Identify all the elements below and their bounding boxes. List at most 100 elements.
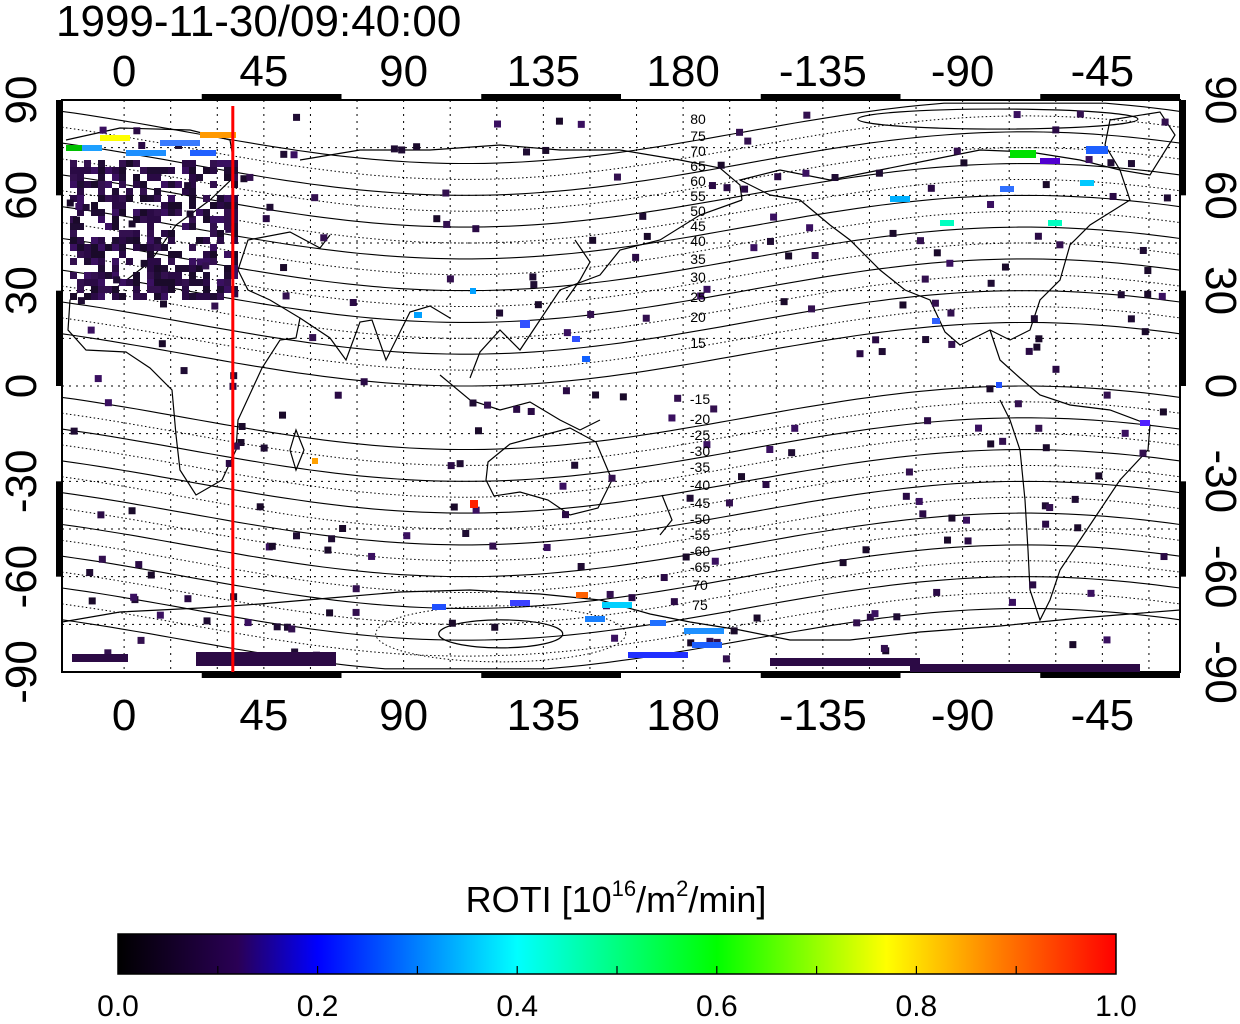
lon-tick-label: 180 bbox=[646, 691, 719, 740]
roti-cell bbox=[98, 258, 105, 265]
roti-cell-high bbox=[1140, 420, 1150, 426]
roti-cell bbox=[915, 497, 923, 505]
roti-cell bbox=[987, 440, 995, 448]
roti-cell bbox=[244, 619, 252, 627]
roti-cell-high bbox=[100, 135, 130, 141]
roti-cell bbox=[283, 623, 291, 631]
roti-cell bbox=[1042, 520, 1050, 528]
roti-cell bbox=[70, 230, 77, 237]
contour-label: -35 bbox=[690, 459, 710, 475]
roti-cell bbox=[91, 202, 98, 209]
roti-cell bbox=[82, 203, 90, 211]
roti-cell bbox=[196, 652, 336, 666]
contour-line bbox=[62, 544, 1180, 609]
roti-cell bbox=[91, 258, 98, 265]
roti-cell bbox=[119, 195, 126, 202]
roti-cell bbox=[697, 292, 705, 300]
colorbar-ticks: 0.0 0.2 0.4 0.6 0.8 1.0 bbox=[97, 966, 1137, 1023]
roti-cell bbox=[231, 265, 238, 272]
roti-cell bbox=[77, 286, 84, 293]
roti-cell bbox=[77, 167, 84, 174]
roti-cell bbox=[154, 188, 161, 195]
roti-cell bbox=[119, 293, 126, 300]
roti-cell bbox=[398, 146, 406, 154]
roti-cell bbox=[523, 148, 531, 156]
roti-cell bbox=[84, 293, 91, 300]
roti-cell bbox=[210, 293, 217, 300]
lat-tick-label: 0 bbox=[0, 374, 46, 398]
roti-cell bbox=[780, 298, 788, 306]
roti-cell bbox=[962, 516, 970, 524]
contour-line bbox=[62, 512, 1180, 578]
roti-cell bbox=[513, 405, 521, 413]
contour-label: -60 bbox=[690, 543, 710, 559]
colorbar-tick-label: 0.0 bbox=[97, 990, 139, 1023]
lat-tick-label: -90 bbox=[1196, 640, 1240, 704]
roti-cell-high bbox=[510, 600, 530, 606]
roti-cell bbox=[927, 184, 935, 192]
roti-cell bbox=[1046, 504, 1054, 512]
roti-cell bbox=[872, 336, 880, 344]
roti-cell bbox=[189, 181, 196, 188]
roti-cell bbox=[140, 293, 147, 300]
roti-cell bbox=[147, 195, 154, 202]
roti-cell bbox=[98, 209, 105, 216]
lon-tick-label: 45 bbox=[239, 691, 288, 740]
roti-cell-high bbox=[1080, 180, 1094, 186]
roti-cell bbox=[77, 244, 84, 251]
roti-cell bbox=[293, 113, 301, 121]
lat-tick-label: -60 bbox=[0, 545, 46, 609]
roti-cell bbox=[413, 143, 421, 151]
roti-cell bbox=[126, 188, 133, 195]
roti-cell bbox=[112, 272, 119, 279]
roti-cell bbox=[105, 195, 112, 202]
roti-cell bbox=[1034, 232, 1042, 240]
roti-cell bbox=[203, 195, 210, 202]
contour-labels: 8075706560555045403530252015-15-20-25-30… bbox=[690, 111, 710, 613]
roti-cell bbox=[189, 223, 196, 230]
lon-tick-label: 45 bbox=[239, 47, 288, 96]
map-panel: 8075706560555045403530252015-15-20-25-30… bbox=[61, 99, 1181, 673]
roti-cell bbox=[224, 251, 231, 258]
roti-cell-high bbox=[628, 652, 688, 658]
roti-cell bbox=[84, 251, 91, 258]
roti-cell bbox=[77, 279, 84, 286]
roti-cell bbox=[133, 127, 141, 135]
roti-cell bbox=[161, 293, 168, 300]
contour-label: 45 bbox=[690, 218, 706, 234]
contour-line bbox=[62, 465, 1180, 530]
roti-cell bbox=[491, 623, 499, 631]
contour-label: 35 bbox=[690, 251, 706, 267]
roti-cell bbox=[210, 216, 217, 223]
roti-cell bbox=[70, 258, 77, 265]
roti-cell bbox=[1042, 444, 1050, 452]
roti-cell bbox=[875, 169, 883, 177]
roti-cell bbox=[706, 637, 714, 645]
roti-cell bbox=[99, 126, 107, 134]
roti-cell bbox=[147, 272, 154, 279]
roti-cell bbox=[138, 142, 146, 150]
roti-cell bbox=[774, 173, 782, 181]
roti-cell bbox=[133, 279, 140, 286]
roti-cell bbox=[352, 608, 360, 616]
axis-bar bbox=[1040, 672, 1180, 678]
contour-label: 25 bbox=[690, 289, 706, 305]
roti-cell bbox=[168, 279, 175, 286]
roti-cell bbox=[105, 286, 112, 293]
contour-label: 20 bbox=[690, 309, 706, 325]
roti-cell bbox=[133, 244, 140, 251]
roti-cell-high bbox=[692, 642, 722, 648]
roti-cell bbox=[105, 223, 112, 230]
roti-cell bbox=[279, 411, 287, 419]
roti-cell bbox=[231, 251, 238, 258]
roti-cell bbox=[168, 167, 175, 174]
roti-cell bbox=[1013, 111, 1021, 119]
roti-cell bbox=[668, 414, 676, 422]
lon-tick-label: -135 bbox=[779, 691, 867, 740]
roti-cell bbox=[802, 169, 810, 177]
contour-line bbox=[62, 496, 1180, 562]
roti-cell bbox=[182, 293, 189, 300]
roti-cell bbox=[91, 251, 98, 258]
roti-cell bbox=[224, 265, 231, 272]
roti-cell bbox=[948, 340, 956, 348]
